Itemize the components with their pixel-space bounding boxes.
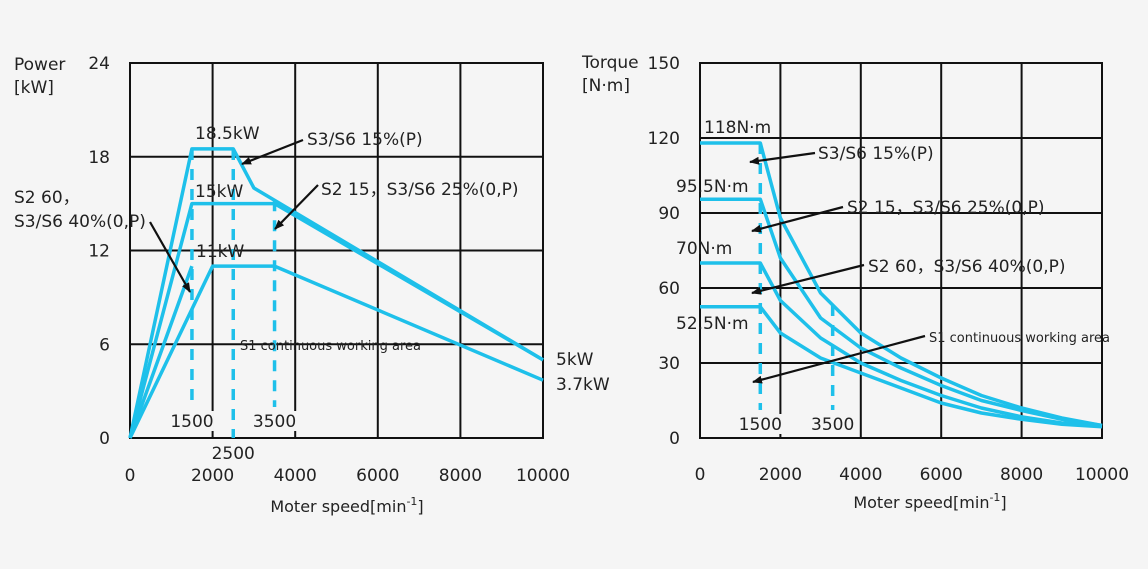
- label-s2-60: S2 60，: [14, 188, 80, 208]
- marker-label-3500: 3500: [811, 415, 854, 435]
- x-tick-labels: 0 2000 4000 6000 8000 10000: [125, 466, 570, 486]
- x-tick-label: 6000: [356, 466, 399, 486]
- label-5kw: 5kW: [556, 350, 594, 370]
- label-s2-60: S2 60，S3/S6 40%(0,P): [868, 257, 1066, 277]
- y-tick-label: 30: [658, 354, 680, 374]
- y-tick-label: 18: [88, 148, 110, 168]
- y-axis-title: Torque [N·m]: [581, 53, 639, 96]
- annotations: 18.5kW 15kW 11kW S3/S6 15%(P) S2 15，S3/S…: [14, 124, 610, 395]
- y-tick-labels: 0 6 12 18 24: [88, 54, 110, 449]
- torque-chart: Torque [N·m] 1500 3500 0 2000 4000 6000 8000 1…: [581, 53, 1129, 512]
- annotations: 118N·m 95.5N·m 70N·m 52.5N·m S3/S6 15%(P…: [676, 118, 1110, 346]
- y-tick-label: 90: [658, 204, 680, 224]
- y-tick-label: 120: [648, 129, 680, 149]
- series-line-4: [700, 305, 1103, 429]
- plot-frame: [699, 62, 1103, 439]
- label-95-5nm: 95.5N·m: [676, 177, 749, 197]
- annotation-arrows: [749, 151, 926, 384]
- y-axis-title: Power [kW]: [14, 55, 65, 98]
- label-s1-area: S1 continuous working area: [929, 331, 1110, 346]
- x-tick-label: 2000: [759, 465, 802, 485]
- y-tick-label: 24: [88, 54, 110, 74]
- grid: [129, 62, 544, 439]
- marker-label-bg: [169, 411, 214, 431]
- x-tick-label: 8000: [439, 466, 482, 486]
- label-18-5kw: 18.5kW: [195, 124, 260, 144]
- marker-label-1500: 1500: [170, 412, 213, 432]
- x-tick-label: 4000: [839, 465, 882, 485]
- x-axis-label: Moter speed[min-1]: [853, 491, 1006, 512]
- arrow-s2-60: [751, 263, 865, 295]
- y-tick-label: 12: [88, 242, 110, 262]
- label-118nm: 118N·m: [704, 118, 771, 138]
- marker-label-bg: [252, 411, 297, 431]
- label-s2-15: S2 15，S3/S6 25%(0,P): [847, 198, 1045, 218]
- arrow-s2-15: [751, 205, 844, 233]
- marker-label-2500: 2500: [212, 444, 255, 464]
- x-tick-label: 10000: [516, 466, 570, 486]
- series-group: [128, 147, 544, 439]
- series-line-3: [128, 264, 544, 439]
- y-tick-label: 6: [99, 335, 110, 355]
- x-tick-label: 10000: [1075, 465, 1129, 485]
- arrow-s2-15: [274, 184, 319, 230]
- marker-label-bg: [810, 414, 855, 434]
- x-tick-label: 0: [695, 465, 706, 485]
- y-tick-label: 150: [648, 54, 680, 74]
- y-axis-title-line1: Power: [14, 55, 65, 75]
- marker-label-3500: 3500: [253, 412, 296, 432]
- x-tick-label: 6000: [920, 465, 963, 485]
- speed-markers: 1500 2500 3500: [169, 148, 297, 464]
- label-s1-area: S1 continuous working area: [240, 339, 421, 354]
- x-tick-labels: 0 2000 4000 6000 8000 10000: [695, 465, 1129, 485]
- y-tick-labels: 0 30 60 90 120 150: [648, 54, 680, 449]
- arrow-s1: [752, 334, 926, 384]
- label-11kw: 11kW: [196, 242, 244, 262]
- marker-label-bg: [738, 414, 783, 434]
- label-s3-s6-15: S3/S6 15%(P): [307, 130, 423, 150]
- y-tick-label: 60: [658, 279, 680, 299]
- x-axis-label: Moter speed[min-1]: [270, 495, 423, 516]
- grid: [699, 62, 1103, 439]
- annotation-arrows: [149, 138, 319, 293]
- y-tick-label: 0: [669, 429, 680, 449]
- y-axis-title-line2: [N·m]: [582, 76, 630, 96]
- x-tick-label: 2000: [191, 466, 234, 486]
- marker-label-bg: [211, 443, 256, 463]
- label-s3-s6-40: S3/S6 40%(0,P): [14, 212, 146, 232]
- series-line-1: [128, 147, 544, 439]
- label-3-7kw: 3.7kW: [556, 375, 610, 395]
- y-axis-title-line1: Torque: [581, 53, 639, 73]
- label-52-5nm: 52.5N·m: [676, 314, 749, 334]
- x-tick-label: 8000: [1000, 465, 1043, 485]
- arrow-s3-s6-15: [241, 138, 304, 166]
- x-tick-label: 4000: [274, 466, 317, 486]
- power-chart: Power [kW] 1500 2500 3500 0 2000 4000 6000 800…: [14, 54, 610, 516]
- x-tick-label: 0: [125, 466, 136, 486]
- marker-label-1500: 1500: [739, 415, 782, 435]
- series-line-2: [128, 201, 544, 439]
- speed-markers: 1500 3500: [738, 143, 855, 435]
- y-tick-label: 0: [99, 429, 110, 449]
- label-15kw: 15kW: [195, 182, 243, 202]
- label-70nm: 70N·m: [676, 239, 732, 259]
- series-line-1: [700, 141, 1103, 428]
- label-s2-15: S2 15，S3/S6 25%(0,P): [321, 180, 519, 200]
- arrow-s3-s6-15: [749, 151, 816, 165]
- arrow-s2-60: [149, 221, 191, 293]
- series-line-4: [128, 265, 194, 439]
- y-axis-title-line2: [kW]: [14, 78, 54, 98]
- series-line-2: [700, 197, 1103, 428]
- label-s3-s6-15: S3/S6 15%(P): [818, 144, 934, 164]
